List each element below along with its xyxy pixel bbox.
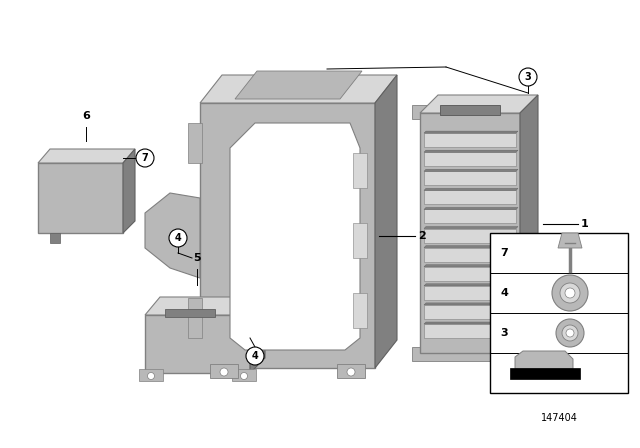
Text: 2: 2 bbox=[418, 231, 426, 241]
Polygon shape bbox=[165, 309, 215, 317]
Polygon shape bbox=[200, 75, 397, 103]
Text: 7: 7 bbox=[500, 248, 508, 258]
Text: 4: 4 bbox=[500, 288, 508, 298]
Polygon shape bbox=[424, 150, 518, 152]
Circle shape bbox=[556, 319, 584, 347]
Polygon shape bbox=[424, 227, 518, 228]
Text: 4: 4 bbox=[252, 351, 259, 361]
Polygon shape bbox=[230, 123, 360, 350]
Polygon shape bbox=[139, 369, 163, 381]
Polygon shape bbox=[424, 305, 516, 319]
Polygon shape bbox=[510, 368, 580, 379]
Circle shape bbox=[147, 372, 154, 379]
Circle shape bbox=[241, 372, 248, 379]
Polygon shape bbox=[353, 223, 367, 258]
Polygon shape bbox=[520, 95, 538, 353]
Polygon shape bbox=[424, 133, 516, 147]
Polygon shape bbox=[188, 123, 202, 163]
Polygon shape bbox=[424, 190, 516, 204]
Text: 147404: 147404 bbox=[541, 413, 577, 423]
Circle shape bbox=[519, 68, 537, 86]
Polygon shape bbox=[424, 169, 518, 171]
Polygon shape bbox=[145, 297, 265, 315]
Circle shape bbox=[562, 325, 578, 341]
Polygon shape bbox=[123, 149, 135, 233]
Polygon shape bbox=[337, 364, 365, 378]
Polygon shape bbox=[145, 315, 250, 373]
Circle shape bbox=[169, 229, 187, 247]
Polygon shape bbox=[235, 71, 362, 99]
Circle shape bbox=[246, 347, 264, 365]
Polygon shape bbox=[420, 113, 520, 353]
Polygon shape bbox=[200, 103, 375, 368]
Circle shape bbox=[560, 283, 580, 303]
Polygon shape bbox=[515, 351, 573, 369]
Polygon shape bbox=[424, 303, 518, 305]
Text: 7: 7 bbox=[141, 153, 148, 163]
Polygon shape bbox=[38, 149, 135, 163]
Polygon shape bbox=[424, 228, 516, 242]
Polygon shape bbox=[424, 284, 518, 286]
Polygon shape bbox=[232, 369, 256, 381]
Text: 3: 3 bbox=[525, 72, 531, 82]
Polygon shape bbox=[424, 152, 516, 166]
Circle shape bbox=[565, 288, 575, 298]
Polygon shape bbox=[424, 188, 518, 190]
Polygon shape bbox=[188, 298, 202, 338]
Polygon shape bbox=[353, 293, 367, 328]
Polygon shape bbox=[50, 233, 60, 243]
Circle shape bbox=[347, 368, 355, 376]
Polygon shape bbox=[375, 75, 397, 368]
Polygon shape bbox=[424, 267, 516, 281]
Polygon shape bbox=[424, 210, 516, 224]
Text: 4: 4 bbox=[175, 233, 181, 243]
Polygon shape bbox=[424, 207, 518, 210]
Polygon shape bbox=[424, 246, 518, 248]
Circle shape bbox=[566, 329, 574, 337]
Polygon shape bbox=[424, 324, 516, 338]
Polygon shape bbox=[412, 105, 528, 119]
Polygon shape bbox=[558, 233, 582, 248]
Polygon shape bbox=[424, 265, 518, 267]
Text: 5: 5 bbox=[193, 253, 201, 263]
Polygon shape bbox=[424, 286, 516, 300]
Text: 1: 1 bbox=[581, 219, 589, 229]
Polygon shape bbox=[250, 297, 265, 373]
Polygon shape bbox=[424, 248, 516, 262]
Text: 3: 3 bbox=[500, 328, 508, 338]
Polygon shape bbox=[424, 131, 518, 133]
Circle shape bbox=[552, 275, 588, 311]
Polygon shape bbox=[38, 163, 123, 233]
Circle shape bbox=[220, 368, 228, 376]
Polygon shape bbox=[210, 364, 238, 378]
Polygon shape bbox=[145, 193, 200, 278]
Polygon shape bbox=[412, 347, 528, 361]
Circle shape bbox=[136, 149, 154, 167]
Text: 6: 6 bbox=[82, 111, 90, 121]
Polygon shape bbox=[424, 171, 516, 185]
Polygon shape bbox=[440, 105, 500, 115]
Polygon shape bbox=[353, 153, 367, 188]
Polygon shape bbox=[420, 95, 538, 113]
Polygon shape bbox=[424, 322, 518, 324]
Polygon shape bbox=[490, 233, 628, 393]
